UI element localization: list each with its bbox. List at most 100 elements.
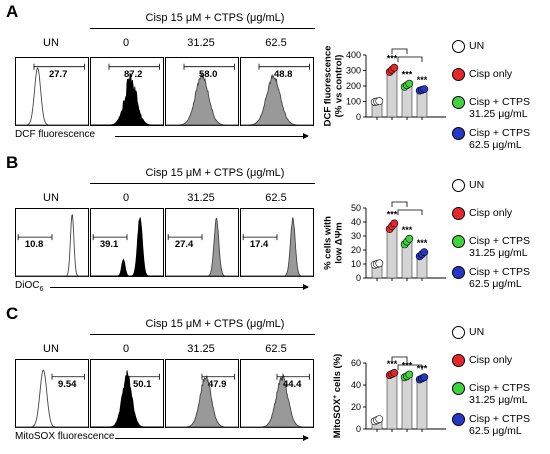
y-axis-label-line: DCF fluorescence [323,46,334,127]
condition-underline [90,183,315,184]
comparison-bracket [397,364,423,370]
comparison-bracket [397,209,423,215]
legend-label: Cisp + CTPS 31.25 μg/mL [469,235,530,259]
comparison-bracket [391,48,408,54]
bar-chart: 0 100 200 300 400 DCF fluorescence(% vs contr… [308,22,458,147]
legend-label: UN [469,326,484,338]
y-tick-label: 0 [356,112,361,122]
x-axis-arrow [50,284,309,290]
panel-b: B Cisp 15 μM + CTPS (μg/mL) UN 0 31.25 62.5 10… [0,151,550,302]
bar [416,378,428,430]
data-point [390,63,399,72]
legend-label-line: 31.25 μg/mL [469,394,528,406]
y-axis-label-line: low ΔΨm [334,222,345,263]
bar-chart: 0 20 40 60 MitoSOX+ cells (%) *** *** *** [308,324,458,449]
gate-percentage: 44.4 [282,378,302,390]
bar [386,69,398,118]
gate-percentage: 10.8 [24,239,44,251]
bar [401,375,413,430]
legend-marker [452,207,465,220]
legend-marker [452,382,465,395]
y-tick-label: 20 [351,245,361,255]
histogram-plot [241,63,313,126]
comparison-bracket [391,356,408,362]
condition-header: Cisp 15 μM + CTPS (μg/mL) [145,12,285,24]
x-axis-label-text: DiOC [15,280,40,291]
gate-percentage: 50.1 [132,378,152,390]
gate-percentage: 48.8 [273,68,293,80]
legend-label: Cisp only [469,207,512,219]
gate-percentage: 17.4 [249,239,269,251]
significance-label: *** [387,54,398,64]
y-axis-label-superscript: + [332,395,339,399]
condition-header: Cisp 15 μM + CTPS (μg/mL) [145,167,285,179]
legend-label: Cisp + CTPS 62.5 μg/mL [469,127,530,151]
gate-percentage: 27.4 [174,239,194,251]
y-tick-label: 30 [351,231,361,241]
x-axis-label: MitoSOX fluorescence [15,431,115,442]
histogram-curve [241,217,313,277]
histogram-plot [166,217,238,277]
gate-percentage: 87.2 [123,68,143,80]
x-axis-label: DCF fluorescence [15,129,95,140]
panel-letter: B [6,153,19,172]
histogram-plot [91,370,163,428]
legend-label-line: Cisp + CTPS [469,235,530,247]
histogram-box [165,57,239,126]
panel-a: A Cisp 15 μM + CTPS (μg/mL) UN 0 31.25 62.5 27… [0,0,550,151]
histogram-box [240,208,314,277]
histogram-curve [166,73,238,126]
gate-percentage: 58.0 [198,68,218,80]
gate-percentage: 47.9 [207,378,227,390]
column-label: UN [43,192,59,204]
y-axis-label-part: cells (%) [332,354,343,395]
legend-label-line: Cisp only [469,354,513,366]
histogram-plot [16,213,88,277]
gate-percentage: 39.1 [99,239,119,251]
legend-label: Cisp + CTPS 62.5 μg/mL [469,413,530,437]
histogram-box [90,57,164,126]
legend-label-line: Cisp + CTPS [469,96,530,108]
histogram-plot [91,63,163,126]
significance-label: *** [402,361,413,371]
legend-label: Cisp + CTPS 62.5 μg/mL [469,266,530,290]
histogram-plot [16,369,88,428]
data-point [405,79,414,88]
histogram-curve [166,217,238,277]
column-label: 0 [122,37,130,49]
legend-label-line: 62.5 μg/mL [469,139,522,151]
y-tick-label: 60 [351,358,361,368]
legend-label-line: Cisp only [469,207,513,219]
histogram-plot [91,217,163,277]
data-point [420,248,429,256]
column-label: 62.5 [265,343,287,355]
bar [386,225,398,279]
column-label: 31.25 [187,37,215,49]
legend-marker [452,354,465,367]
histogram-curve [241,372,313,428]
y-tick-label: 20 [351,402,361,412]
legend-marker [452,326,465,339]
condition-underline [90,28,315,29]
histogram-plot [166,63,238,126]
data-point [420,85,429,93]
histogram-curve [91,370,163,428]
histogram-box [165,359,239,428]
significance-label: *** [402,225,413,235]
legend-label: UN [469,179,484,191]
x-axis-label: DiOC6 [15,280,43,293]
x-axis-arrow [115,435,309,441]
legend-label-line: Cisp + CTPS [469,127,530,139]
x-axis-label-text: DCF fluorescence [15,129,96,140]
legend-label: Cisp + CTPS 31.25 μg/mL [469,96,530,120]
y-axis-label: MitoSOX+ cells (%) [332,354,344,439]
x-axis-label-text: MitoSOX fluorescence [15,431,115,442]
histogram-box [240,57,314,126]
legend-label-line: Cisp + CTPS [469,413,530,425]
y-tick-label: 10 [351,259,361,269]
x-axis-label-subscript: 6 [39,286,44,293]
column-label: UN [43,37,59,49]
condition-header: Cisp 15 μM + CTPS (μg/mL) [145,318,285,330]
legend-label-line: Cisp + CTPS [469,266,530,278]
